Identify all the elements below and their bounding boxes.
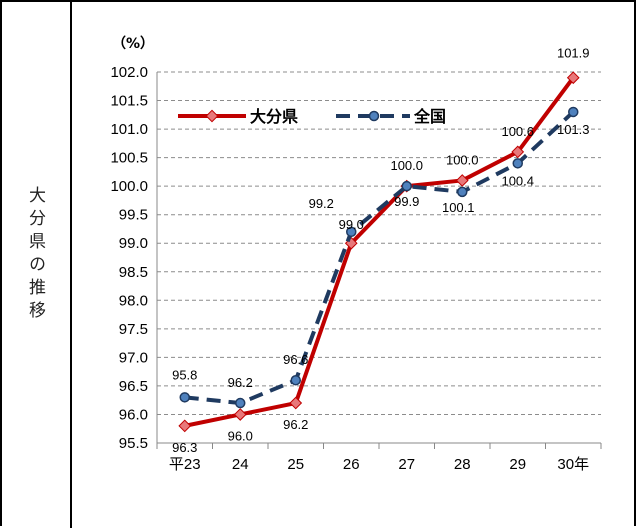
data-label: 101.9 (557, 46, 590, 61)
x-tick-label: 26 (343, 456, 360, 473)
legend-label: 全国 (413, 107, 446, 126)
series-point (179, 392, 190, 403)
series-point (289, 396, 303, 410)
data-label: 99.0 (339, 217, 364, 232)
y-tick-label: 100.5 (110, 150, 148, 167)
legend-marker (368, 110, 380, 122)
y-tick-label: 96.0 (119, 406, 148, 423)
series-point (290, 374, 301, 386)
y-tick-label: 99.0 (119, 235, 148, 252)
data-label: 96.2 (228, 375, 253, 390)
data-label: 100.1 (442, 200, 475, 215)
data-label: 100.0 (390, 158, 423, 173)
data-label: 101.3 (557, 122, 590, 137)
x-tick-label: 24 (232, 456, 249, 473)
series-line-0 (184, 76, 575, 428)
x-tick-label: 25 (287, 456, 304, 473)
y-tick-label: 97.0 (119, 349, 148, 366)
y-unit-label: （%） (112, 36, 154, 52)
data-label: 99.2 (309, 196, 334, 211)
y-tick-label: 98.5 (119, 264, 148, 281)
data-label: 96.2 (283, 417, 308, 432)
legend: 大分県 全国 (178, 107, 446, 126)
series-point (401, 180, 412, 192)
y-tick-label: 101.5 (110, 93, 148, 110)
data-label: 96.3 (172, 440, 197, 455)
legend-marker (205, 109, 219, 123)
x-tick-label: 28 (454, 456, 471, 473)
data-label: 100.4 (501, 173, 534, 188)
y-tick-label: 98.0 (119, 292, 148, 309)
data-label: 95.8 (172, 367, 197, 382)
side-label: 大分県の推移 (25, 186, 45, 324)
data-label: 96.0 (228, 428, 253, 443)
data-label: 99.9 (394, 194, 419, 209)
y-tick-label: 102.0 (110, 64, 148, 81)
legend-label: 大分県 (250, 107, 298, 126)
x-tick-label: 27 (398, 456, 415, 473)
series-point (512, 158, 523, 169)
x-tick-label: 29 (509, 456, 526, 473)
series-point (235, 397, 246, 409)
y-tick-label: 99.5 (119, 207, 148, 224)
y-tick-label: 96.5 (119, 378, 148, 395)
series-point (457, 186, 468, 198)
y-tick-label: 100.0 (110, 178, 148, 195)
series-point (233, 408, 247, 421)
data-label: 100.0 (446, 152, 479, 167)
x-tick-label: 平23 (169, 456, 201, 473)
series-line-1 (184, 110, 575, 406)
series-point (346, 226, 357, 238)
series-point (455, 174, 469, 187)
series-point (566, 71, 580, 85)
series-point (511, 145, 525, 159)
column-divider (70, 0, 72, 528)
data-label: 100.6 (501, 124, 534, 139)
series-point (568, 106, 579, 118)
y-tick-label: 95.5 (119, 435, 148, 452)
data-label: 96.6 (283, 352, 308, 367)
series-point (178, 419, 192, 433)
y-tick-label: 101.0 (110, 121, 148, 138)
x-tick-label: 30年 (557, 456, 589, 473)
y-tick-label: 97.5 (119, 321, 148, 338)
